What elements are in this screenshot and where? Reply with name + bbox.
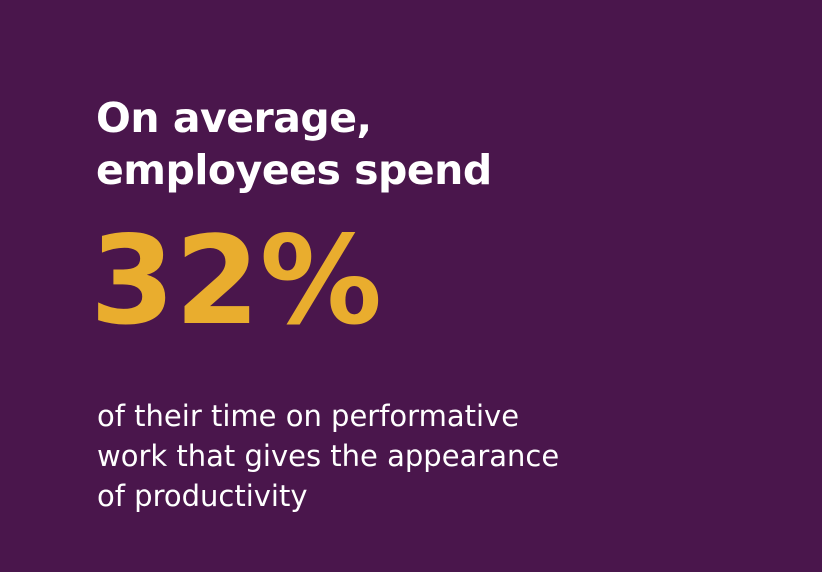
caption: of their time on performative work that … — [97, 396, 737, 516]
headline: On average, employees spend — [96, 92, 716, 196]
caption-line-3: of productivity — [97, 479, 308, 513]
caption-line-1: of their time on performative — [97, 399, 520, 433]
headline-line-1: On average, — [96, 94, 372, 142]
stat-percentage: 32% — [90, 210, 383, 352]
caption-line-2: work that gives the appearance — [97, 439, 560, 473]
headline-line-2: employees spend — [96, 146, 492, 194]
